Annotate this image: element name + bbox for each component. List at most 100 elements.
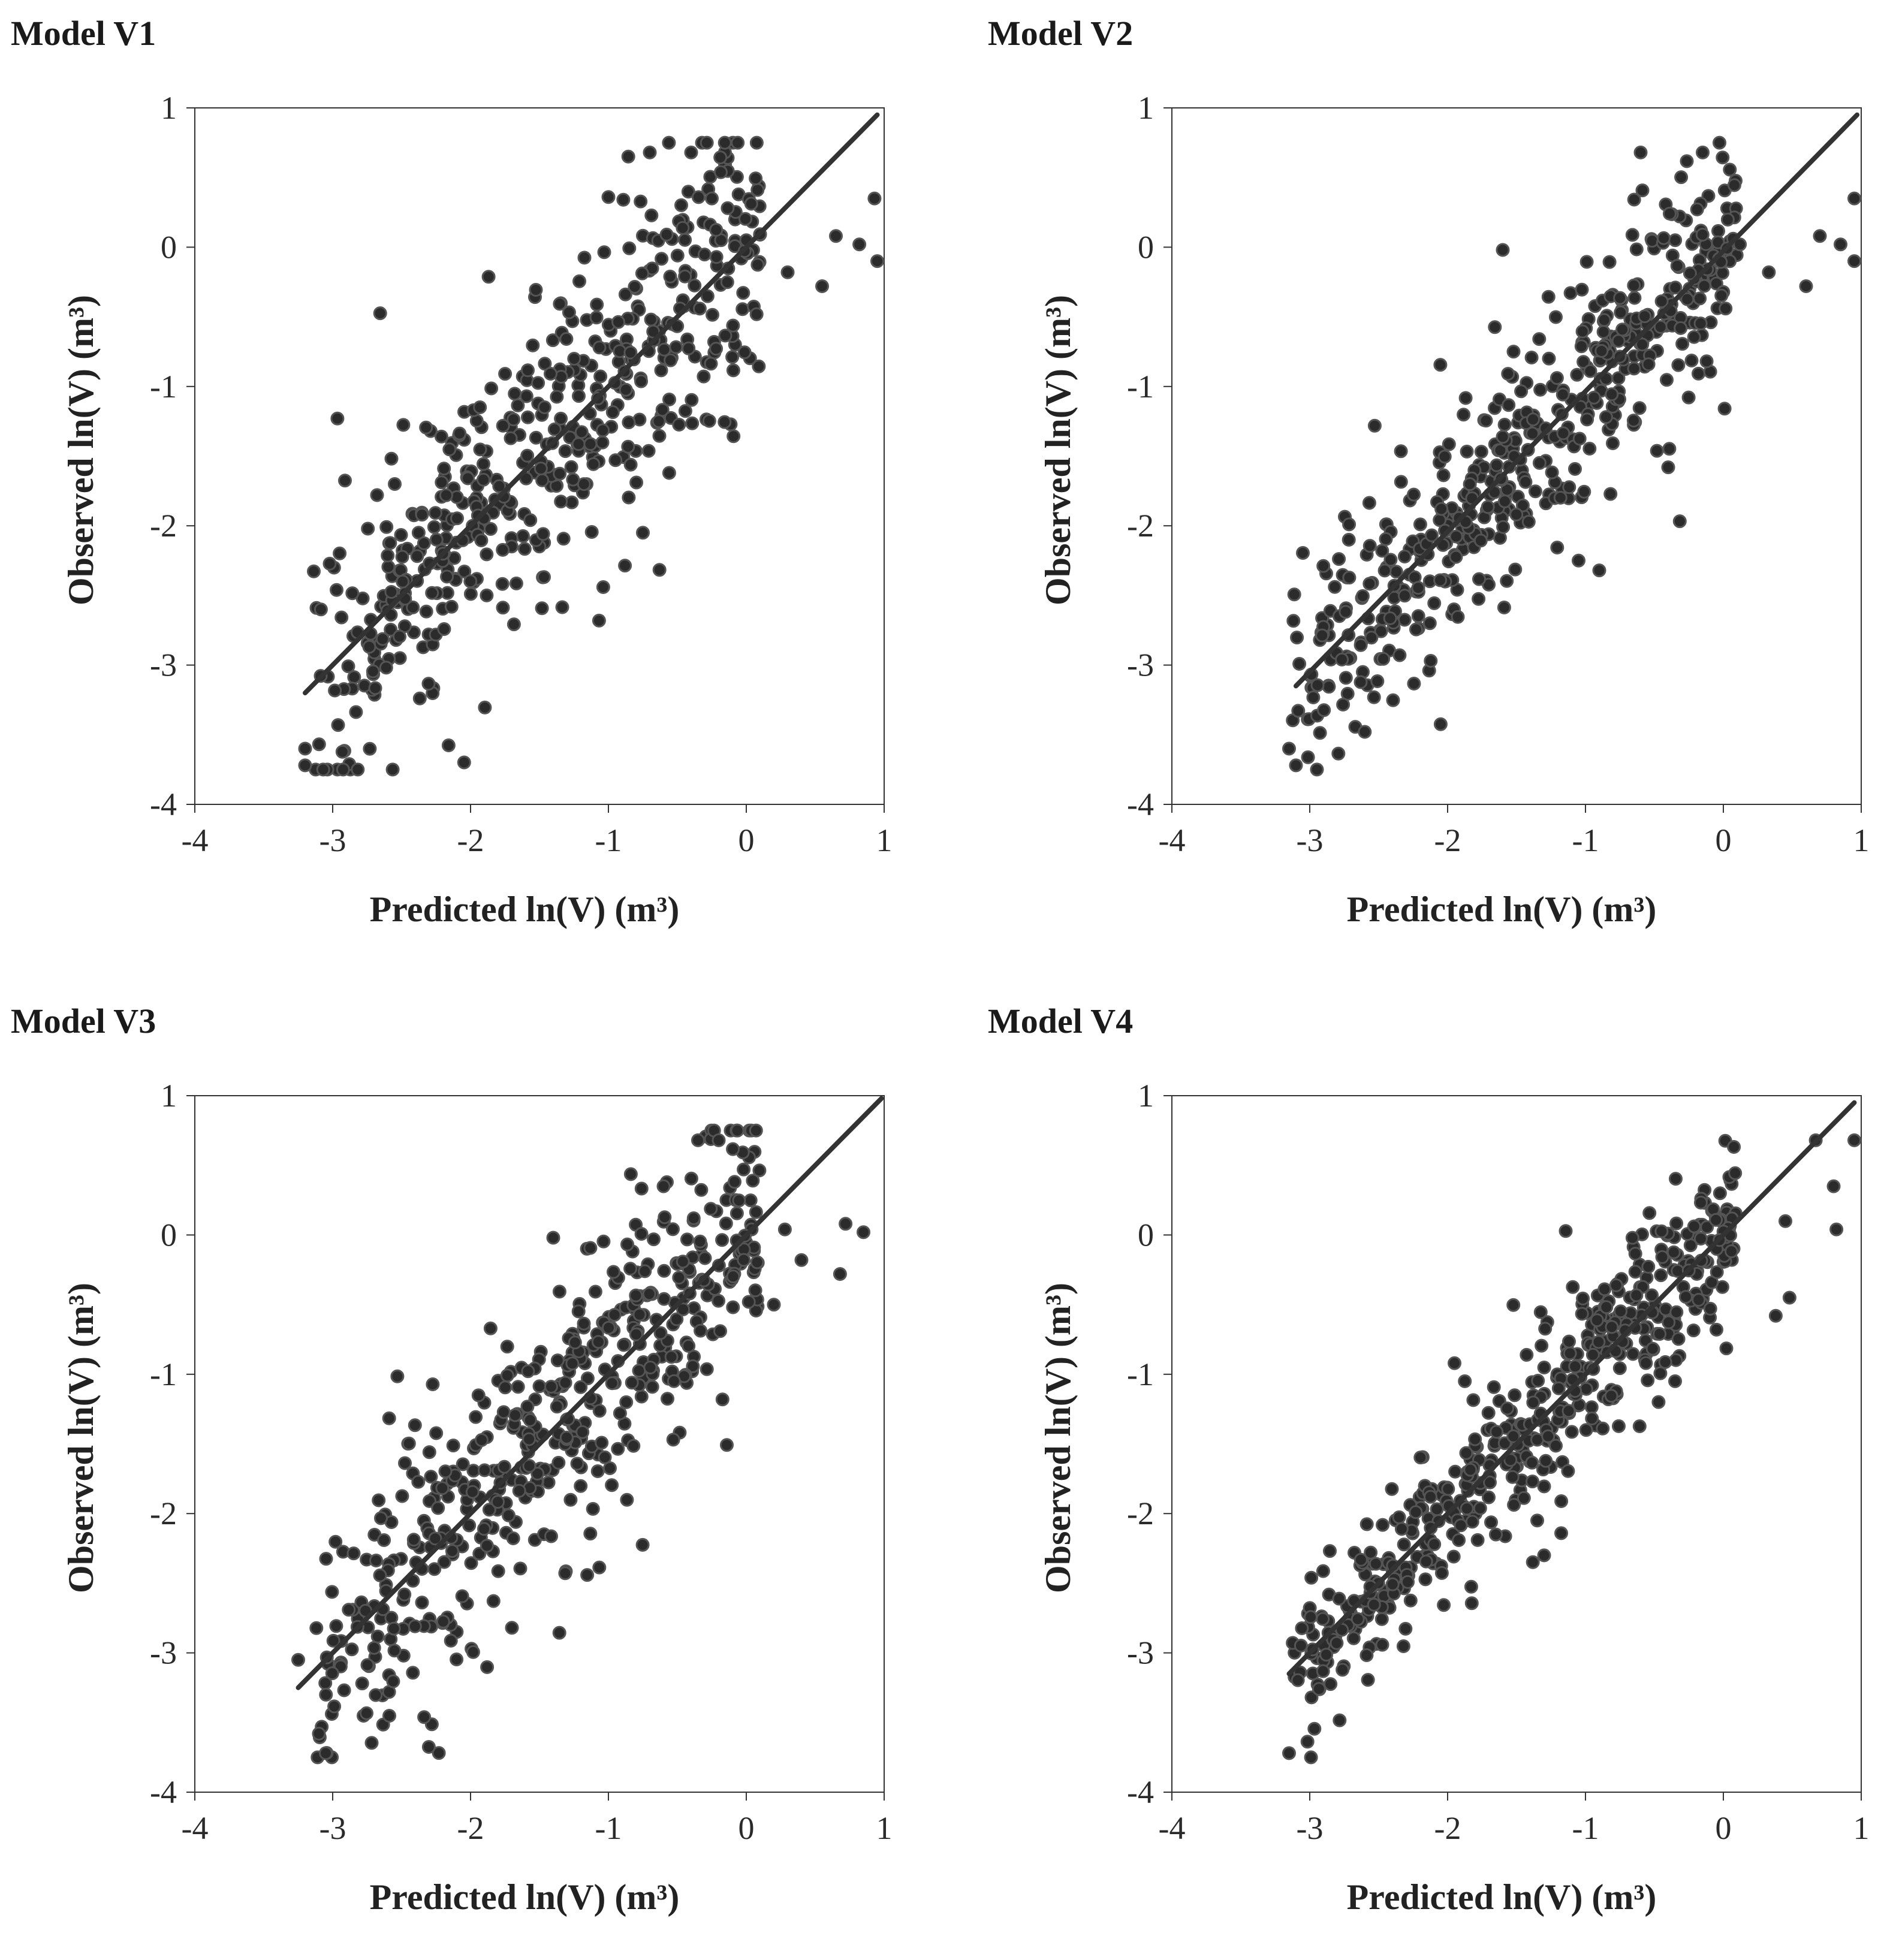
scatter-point — [638, 1264, 652, 1278]
scatter-point — [531, 376, 545, 390]
scatter-point — [1336, 1663, 1350, 1677]
scatter-point — [592, 1560, 607, 1575]
scatter-point — [483, 1321, 498, 1335]
scatter-point — [643, 1361, 658, 1374]
scatter-point — [1632, 1419, 1647, 1433]
scatter-point — [291, 1653, 305, 1667]
scatter-point — [715, 1392, 730, 1407]
scatter-point — [1599, 410, 1613, 424]
scatter-point — [1290, 631, 1304, 645]
scatter-point — [1535, 1338, 1549, 1353]
y-tick-label: -2 — [150, 1495, 177, 1531]
scatter-point — [480, 1539, 494, 1553]
plot-frame — [194, 107, 885, 805]
scatter-point — [629, 1327, 643, 1341]
scatter-point — [1699, 354, 1714, 369]
scatter-point — [325, 1585, 339, 1599]
scatter-point — [462, 1518, 477, 1533]
scatter-point — [1632, 401, 1647, 415]
scatter-point — [1468, 1432, 1482, 1446]
scatter-point — [538, 357, 552, 371]
scatter-point — [1562, 1334, 1576, 1349]
scatter-point — [1594, 344, 1609, 358]
scatter-point — [667, 1374, 681, 1388]
scatter-point — [307, 564, 321, 578]
scatter-point — [1549, 1439, 1563, 1453]
scatter-point — [491, 1564, 505, 1578]
scatter-point — [1481, 500, 1495, 514]
scatter-point — [635, 1537, 650, 1552]
scatter-point — [750, 183, 765, 197]
scatter-point — [1727, 1140, 1741, 1154]
scatter-point — [674, 198, 688, 212]
scatter-point — [583, 1527, 598, 1541]
scatter-point — [1496, 430, 1510, 444]
scatter-point — [1686, 1323, 1701, 1338]
scatter-point — [731, 135, 745, 150]
scatter-point — [1662, 442, 1677, 456]
scatter-point — [662, 135, 676, 150]
scatter-point — [440, 569, 454, 584]
scatter-point — [632, 1364, 646, 1378]
scatter-point — [750, 1255, 764, 1270]
scatter-point — [629, 1288, 643, 1302]
scatter-point — [457, 565, 472, 578]
scatter-point — [419, 420, 433, 435]
scatter-point — [1709, 1213, 1723, 1227]
scatter-point — [613, 1406, 627, 1421]
scatter-point — [1579, 1423, 1593, 1437]
scatter-point — [1615, 322, 1630, 337]
scatter-point — [529, 283, 543, 297]
scatter-point — [442, 442, 457, 457]
scatter-point — [1376, 652, 1391, 666]
scatter-point — [1639, 1356, 1653, 1370]
scatter-point — [1604, 1389, 1618, 1403]
scatter-point — [564, 460, 578, 474]
scatter-point — [1518, 475, 1533, 489]
scatter-point — [351, 762, 365, 777]
scatter-point — [680, 1232, 694, 1247]
scatter-point — [1568, 462, 1582, 476]
scatter-point — [1385, 1577, 1400, 1591]
scatter-point — [603, 1461, 617, 1475]
scatter-point — [1703, 1301, 1717, 1316]
scatter-point — [450, 1653, 464, 1666]
scatter-point — [535, 473, 550, 487]
scatter-point — [718, 328, 732, 343]
scatter-point — [412, 691, 427, 705]
scatter-point — [596, 580, 610, 594]
scatter-point — [1635, 337, 1650, 352]
scatter-point — [1834, 237, 1847, 252]
scatter-point — [1396, 1639, 1410, 1653]
scatter-point — [1392, 648, 1407, 662]
scatter-point — [1496, 243, 1510, 257]
scatter-point — [550, 1353, 565, 1368]
scatter-point — [1333, 1713, 1347, 1727]
scatter-point — [694, 1323, 708, 1338]
scatter-point — [658, 1210, 672, 1225]
scatter-point — [1427, 1537, 1442, 1551]
x-tick-label: -2 — [457, 1810, 484, 1846]
scatter-point — [1304, 1570, 1319, 1585]
y-tick-label: -4 — [1127, 1774, 1154, 1810]
scatter-point — [1346, 1631, 1361, 1645]
scatter-point — [1628, 1247, 1642, 1261]
scatter-point — [596, 423, 610, 438]
scatter-point — [623, 345, 638, 360]
scatter-point — [1692, 366, 1705, 381]
scatter-point — [428, 506, 442, 520]
scatter-point — [1358, 725, 1372, 739]
scatter-point — [345, 586, 360, 601]
scatter-point — [522, 1432, 536, 1446]
scatter-point — [597, 245, 611, 260]
scatter-point — [381, 560, 396, 574]
scatter-point — [1582, 442, 1597, 456]
y-tick-label: -1 — [1127, 1356, 1154, 1392]
scatter-point — [780, 265, 795, 279]
scatter-point — [1502, 398, 1516, 412]
scatter-point — [393, 629, 406, 644]
scatter-point — [1509, 507, 1524, 521]
scatter-point — [1609, 1278, 1623, 1292]
x-tick-label: -4 — [182, 822, 209, 858]
scatter-point — [688, 278, 702, 293]
